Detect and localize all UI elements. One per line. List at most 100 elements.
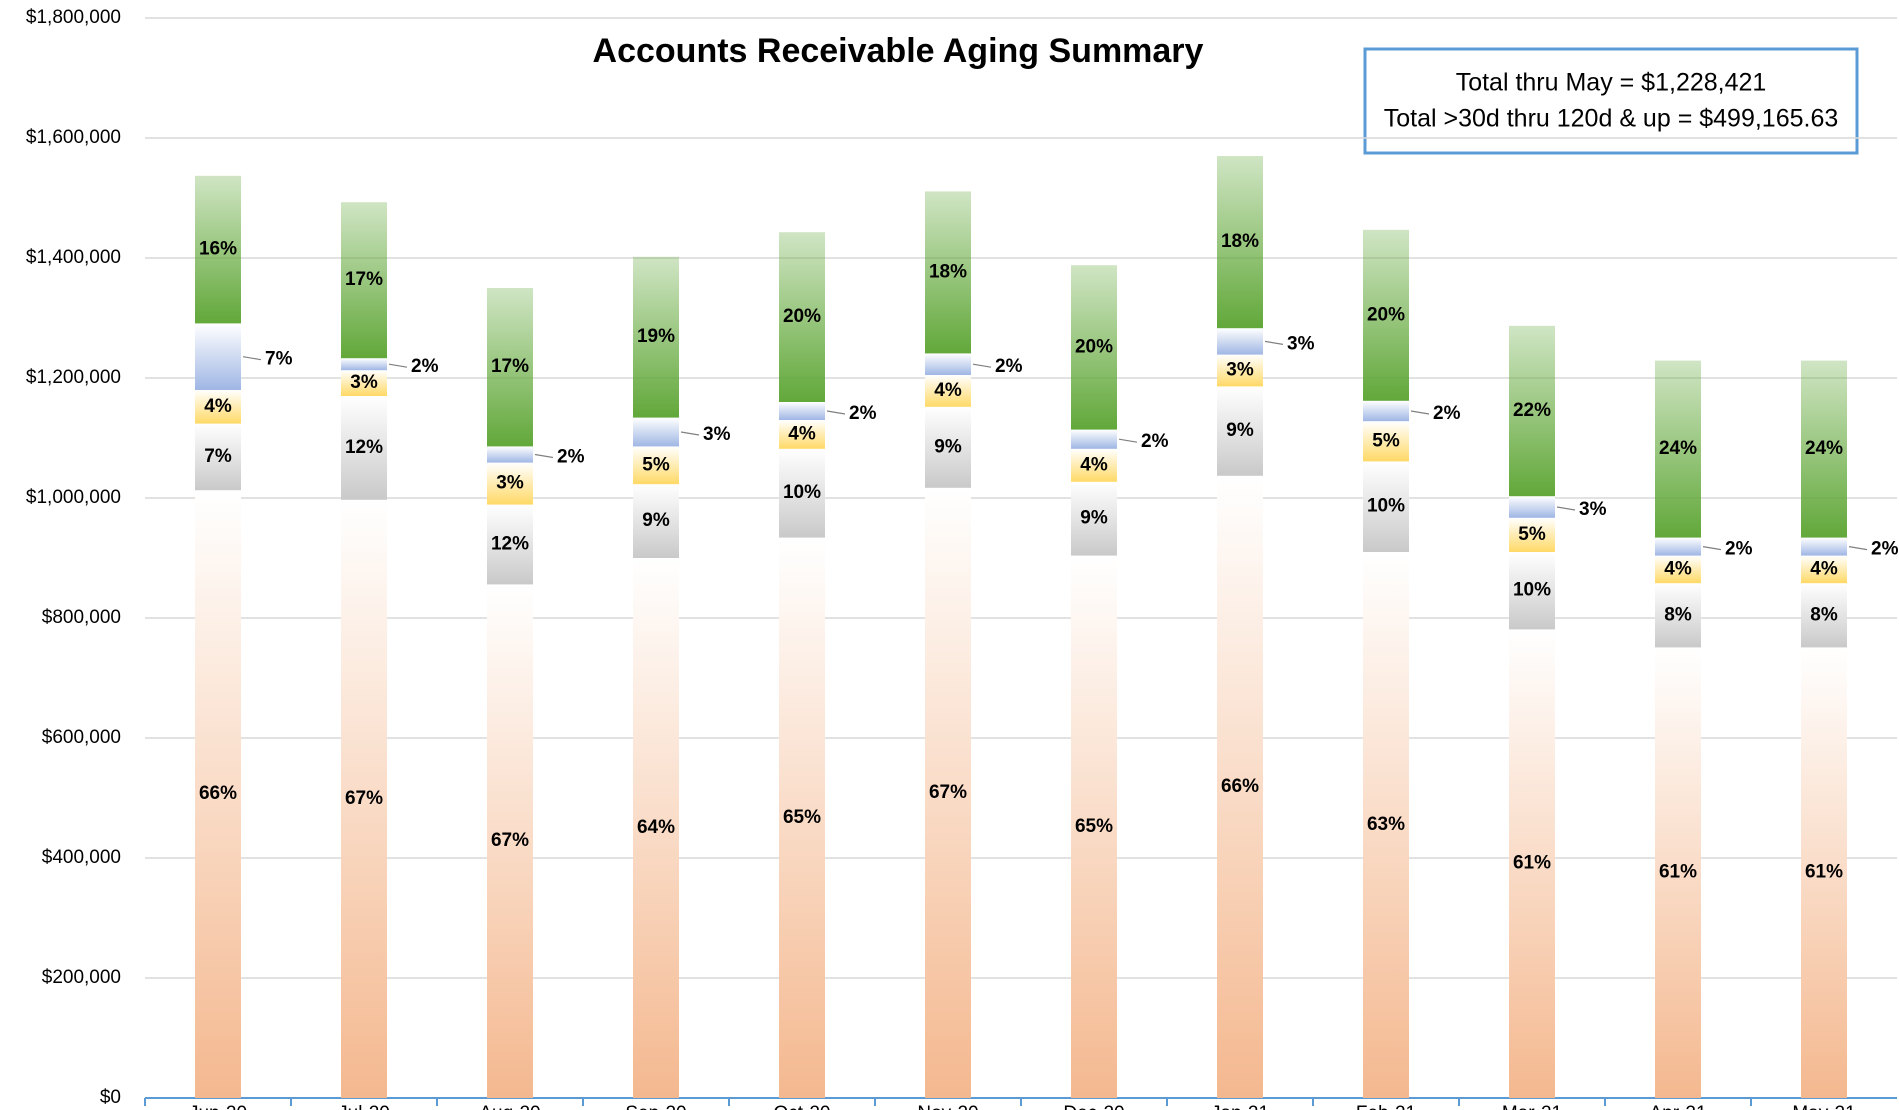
x-tick-label: Apr-21: [1649, 1103, 1706, 1110]
bar-segment: [1655, 583, 1701, 648]
data-label: 10%: [783, 482, 821, 503]
data-label: 24%: [1805, 438, 1843, 459]
bar-segment: [633, 256, 679, 418]
data-label: 61%: [1659, 862, 1697, 883]
bar-segment: [1509, 552, 1555, 630]
leader-line: [388, 363, 408, 368]
x-tick-label: Aug-20: [479, 1103, 540, 1110]
bar-segment: [1509, 496, 1555, 518]
data-label: 65%: [1075, 816, 1113, 837]
bar-segment: [1801, 647, 1847, 1098]
data-label: 12%: [491, 534, 529, 555]
bar-segment: [925, 487, 971, 1098]
data-label: 66%: [199, 783, 237, 804]
bar-segment: [779, 448, 825, 538]
leader-line: [680, 431, 700, 436]
data-label: 67%: [345, 788, 383, 809]
data-label: 8%: [1664, 604, 1692, 625]
data-label: 9%: [1226, 420, 1254, 441]
data-label: 2%: [1871, 539, 1899, 560]
bar-segment: [341, 370, 387, 396]
data-label: 3%: [1226, 360, 1254, 381]
y-tick-label: $0: [100, 1087, 121, 1108]
bar-segment: [1217, 328, 1263, 355]
bar-segment: [1801, 555, 1847, 584]
bar-segment: [633, 446, 679, 485]
bar-segment: [633, 417, 679, 447]
data-label: 2%: [557, 447, 585, 468]
bar-segment: [1217, 386, 1263, 476]
data-label: 63%: [1367, 814, 1405, 835]
bar-segment: [487, 288, 533, 447]
bar-segment: [1363, 400, 1409, 422]
data-label: 3%: [1287, 333, 1315, 354]
x-tick-label: Sep-20: [625, 1103, 686, 1110]
bar-segment: [195, 175, 241, 324]
bar-segment: [1509, 517, 1555, 552]
bar-segment: [1363, 421, 1409, 462]
bar-segment: [779, 232, 825, 402]
bar-segment: [1217, 475, 1263, 1098]
bar-segment: [1655, 360, 1701, 538]
leader-line: [1410, 410, 1430, 415]
leader-line: [534, 453, 554, 459]
data-label: 64%: [637, 817, 675, 838]
bar-segment: [195, 390, 241, 424]
y-tick-label: $1,600,000: [26, 127, 121, 148]
data-label: 2%: [1433, 403, 1461, 424]
data-label: 4%: [1664, 558, 1692, 579]
data-label: 22%: [1513, 400, 1551, 421]
data-label: 10%: [1367, 496, 1405, 517]
bar-segment: [341, 358, 387, 371]
bar-segment: [925, 353, 971, 375]
data-label: 4%: [934, 380, 962, 401]
bar-segment: [779, 402, 825, 420]
bar-segment: [195, 323, 241, 390]
data-label: 2%: [1725, 539, 1753, 560]
bar-segment: [1509, 629, 1555, 1098]
x-tick-label: Oct-20: [773, 1103, 830, 1110]
data-label: 20%: [1075, 336, 1113, 357]
bar-segment: [925, 375, 971, 407]
data-label: 66%: [1221, 776, 1259, 797]
data-label: 9%: [934, 436, 962, 457]
bar-segment: [1801, 537, 1847, 556]
bar-segment: [1217, 156, 1263, 329]
bar-segment: [1071, 555, 1117, 1098]
data-label: 5%: [1518, 524, 1546, 545]
data-label: 24%: [1659, 438, 1697, 459]
x-tick-label: Mar-21: [1502, 1103, 1562, 1110]
x-tick-label: May-21: [1792, 1103, 1855, 1110]
bar-segment: [341, 396, 387, 500]
bar-segment: [1217, 354, 1263, 387]
x-tick-label: Jun-20: [189, 1103, 247, 1110]
data-label: 20%: [783, 306, 821, 327]
bar-segment: [341, 202, 387, 359]
y-tick-label: $600,000: [42, 727, 121, 748]
data-label: 65%: [783, 807, 821, 828]
bar-segment: [1801, 360, 1847, 538]
leader-line: [242, 356, 262, 361]
y-tick-label: $400,000: [42, 847, 121, 868]
bar-segment: [633, 484, 679, 558]
x-tick-label: Nov-20: [917, 1103, 978, 1110]
leader-line: [972, 363, 992, 368]
data-label: 3%: [703, 424, 731, 445]
data-label: 3%: [496, 473, 524, 494]
bar-segment: [1655, 555, 1701, 584]
bar-segment: [633, 558, 679, 1098]
bar-segment: [1509, 325, 1555, 497]
bar-segment: [487, 584, 533, 1098]
data-label: 9%: [1080, 508, 1108, 529]
bar-segment: [1071, 265, 1117, 430]
bar-segment: [1071, 481, 1117, 556]
chart-title: Accounts Receivable Aging Summary: [593, 32, 1204, 70]
x-tick-label: Feb-21: [1356, 1103, 1416, 1110]
leader-line: [1702, 546, 1722, 551]
data-label: 17%: [345, 269, 383, 290]
bar-segment: [1071, 448, 1117, 482]
data-label: 12%: [345, 437, 383, 458]
y-tick-label: $1,000,000: [26, 487, 121, 508]
bar-segment: [1655, 647, 1701, 1098]
leader-line: [826, 410, 846, 415]
